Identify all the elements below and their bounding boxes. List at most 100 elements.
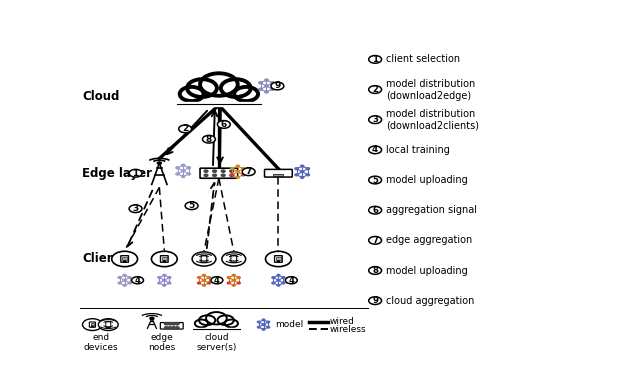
Text: 8: 8 (206, 135, 212, 144)
Text: model distribution
(download2clients): model distribution (download2clients) (386, 109, 479, 131)
Circle shape (227, 276, 230, 278)
Text: aggregation signal: aggregation signal (386, 205, 477, 215)
Circle shape (179, 125, 191, 133)
Circle shape (230, 168, 234, 170)
Circle shape (218, 121, 230, 128)
Circle shape (176, 167, 179, 169)
FancyBboxPatch shape (177, 96, 261, 104)
Circle shape (277, 261, 280, 262)
Circle shape (164, 327, 168, 329)
FancyBboxPatch shape (275, 256, 282, 262)
Text: edge aggregation: edge aggregation (386, 235, 472, 245)
Circle shape (152, 251, 177, 266)
Circle shape (202, 136, 216, 143)
Circle shape (277, 280, 280, 281)
Text: local training: local training (386, 145, 450, 155)
Circle shape (212, 170, 216, 172)
Circle shape (236, 165, 239, 167)
Circle shape (369, 206, 381, 214)
FancyBboxPatch shape (106, 322, 111, 328)
Text: 9: 9 (274, 81, 280, 91)
Circle shape (232, 280, 235, 281)
Circle shape (118, 282, 121, 284)
Circle shape (163, 285, 166, 286)
Circle shape (206, 312, 227, 324)
Circle shape (369, 86, 381, 93)
Circle shape (285, 277, 297, 284)
Text: 1: 1 (132, 169, 139, 178)
Text: 8: 8 (372, 266, 378, 275)
Circle shape (282, 282, 285, 284)
FancyBboxPatch shape (231, 256, 237, 262)
Circle shape (128, 282, 131, 284)
Circle shape (237, 276, 240, 278)
Circle shape (267, 326, 269, 328)
Circle shape (307, 174, 310, 176)
Circle shape (369, 56, 381, 63)
Text: wireless: wireless (330, 325, 367, 334)
Text: 9: 9 (372, 296, 378, 305)
Circle shape (257, 326, 260, 328)
Circle shape (232, 275, 235, 276)
Circle shape (192, 252, 216, 266)
Circle shape (182, 175, 185, 177)
Circle shape (225, 319, 238, 328)
Circle shape (129, 169, 142, 177)
Circle shape (187, 79, 217, 97)
Circle shape (259, 88, 262, 90)
Text: client selection: client selection (386, 55, 460, 65)
Circle shape (237, 282, 240, 284)
Circle shape (259, 82, 262, 84)
Circle shape (128, 276, 131, 278)
Circle shape (262, 324, 265, 325)
Circle shape (112, 251, 138, 266)
Circle shape (129, 205, 142, 213)
Circle shape (272, 276, 275, 278)
Circle shape (203, 275, 205, 276)
Circle shape (272, 282, 275, 284)
Circle shape (257, 321, 260, 323)
Circle shape (266, 251, 291, 266)
Text: wired: wired (330, 317, 355, 326)
Circle shape (200, 73, 237, 96)
FancyBboxPatch shape (276, 257, 281, 260)
Circle shape (172, 323, 175, 325)
Circle shape (163, 261, 165, 262)
Circle shape (83, 319, 102, 331)
Text: cloud aggregation: cloud aggregation (386, 296, 474, 306)
Circle shape (168, 282, 171, 284)
Circle shape (369, 146, 381, 154)
Circle shape (301, 165, 304, 167)
Text: 4: 4 (289, 276, 294, 285)
Circle shape (369, 116, 381, 124)
Text: cloud
server(s): cloud server(s) (196, 333, 237, 352)
Circle shape (221, 170, 225, 172)
Circle shape (198, 276, 200, 278)
Circle shape (267, 321, 269, 323)
FancyBboxPatch shape (90, 322, 95, 327)
Text: Clients: Clients (83, 252, 128, 265)
Circle shape (242, 174, 245, 176)
Circle shape (175, 327, 179, 329)
Text: 1: 1 (372, 55, 378, 64)
Circle shape (182, 170, 185, 172)
FancyBboxPatch shape (121, 256, 129, 262)
Text: Cloud: Cloud (83, 90, 120, 103)
Text: 4: 4 (134, 276, 140, 285)
Circle shape (295, 168, 298, 170)
Circle shape (369, 297, 381, 305)
Text: 5: 5 (188, 201, 195, 210)
Circle shape (307, 168, 310, 170)
Circle shape (188, 173, 191, 175)
Circle shape (282, 276, 285, 278)
Circle shape (118, 276, 121, 278)
Circle shape (168, 327, 172, 329)
Circle shape (212, 174, 216, 176)
Circle shape (124, 285, 126, 286)
Circle shape (182, 164, 185, 166)
Circle shape (163, 275, 166, 276)
Circle shape (198, 282, 200, 284)
Circle shape (204, 170, 208, 172)
Text: 6: 6 (372, 206, 378, 215)
FancyBboxPatch shape (200, 168, 237, 178)
